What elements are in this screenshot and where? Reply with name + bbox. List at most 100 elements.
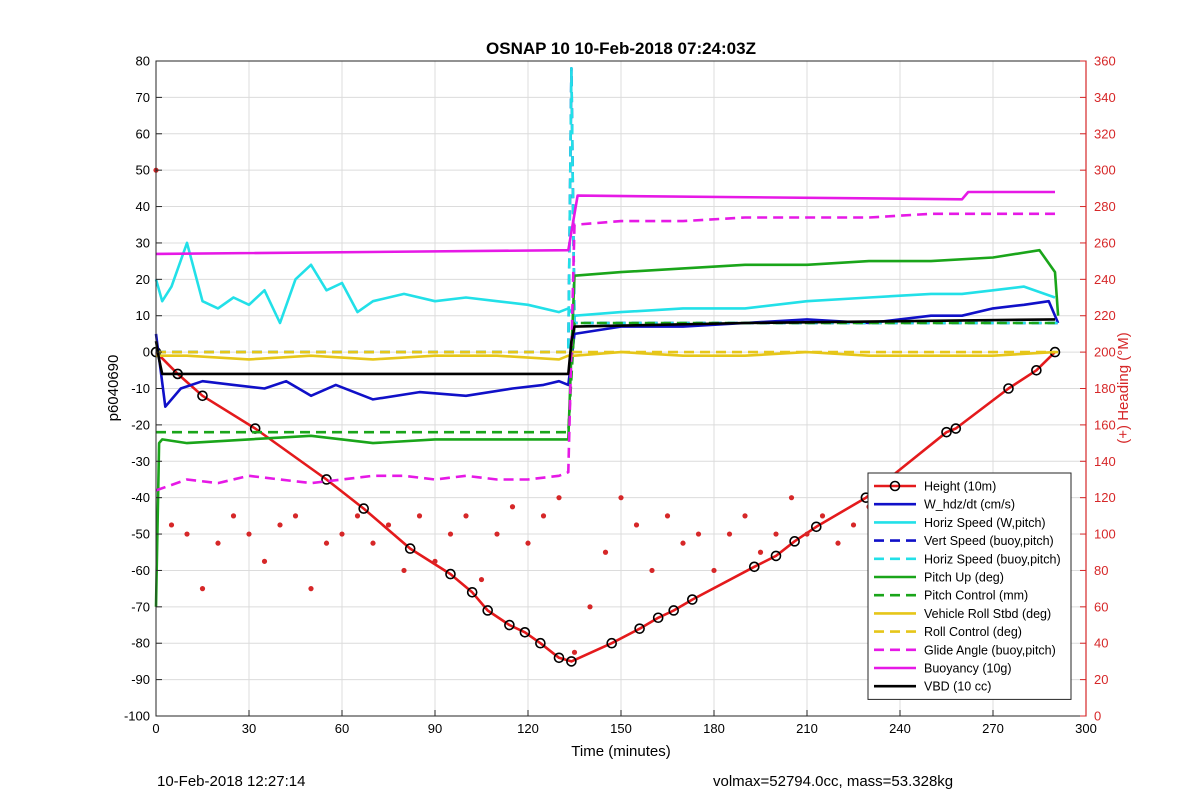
heading-point: [804, 531, 810, 537]
y-tick-label: -60: [131, 563, 150, 578]
height-marker: [810, 521, 822, 533]
height-marker: [404, 543, 416, 554]
heading-point: [850, 522, 857, 528]
heading-point: [199, 586, 206, 592]
heading-point: [618, 495, 624, 501]
height-marker: [668, 605, 680, 616]
y2-tick-label: 260: [1094, 235, 1116, 250]
footer-timestamp: 10-Feb-2018 12:27:14: [157, 773, 306, 790]
series-line-glide-angle-buoy-pitch-: [155, 212, 1055, 492]
heading-point: [168, 522, 175, 528]
heading-point: [401, 567, 407, 574]
y-tick-label: -80: [131, 636, 150, 651]
legend-label: Height (10m): [924, 480, 996, 494]
y-tick-label: 40: [136, 199, 150, 214]
legend-label: Roll Control (deg): [924, 625, 1022, 639]
series-line-horiz-speed-w-pitch-: [154, 241, 1056, 325]
y2-axis-title: (+) Heading (°M): [1115, 332, 1132, 443]
y2-tick-label: 280: [1094, 199, 1116, 214]
heading-point: [726, 531, 733, 537]
height-marker: [535, 637, 546, 649]
height-marker: [770, 550, 782, 562]
heading-point: [788, 495, 795, 501]
height-marker: [1003, 383, 1014, 394]
y-tick-label: -30: [131, 454, 150, 469]
heading-point: [261, 558, 268, 564]
y-tick-label: -10: [131, 381, 150, 396]
y-tick-label: -70: [131, 599, 150, 614]
legend-label: Horiz Speed (W,pitch): [924, 516, 1046, 530]
heading-point: [292, 513, 299, 519]
height-marker: [445, 568, 456, 580]
legend-label: Pitch Control (mm): [924, 589, 1028, 603]
heading-point: [230, 513, 237, 519]
series-line-horiz-speed-buoy-pitch-: [156, 67, 1059, 354]
heading-point: [184, 531, 190, 537]
series-line-w-hdz-dt-cm-s-: [154, 299, 1060, 409]
x-tick-label: 180: [703, 721, 725, 736]
y2-tick-label: 120: [1094, 490, 1116, 505]
y2-tick-label: 100: [1094, 527, 1116, 542]
y-tick-label: 60: [136, 126, 150, 141]
height-marker: [748, 561, 760, 573]
axes: 0 30 60 90 120 150 180 210 240 270 300-100-90-80-7…: [124, 54, 1116, 737]
heading-point: [633, 522, 640, 528]
series-line-buoyancy-10g-: [155, 190, 1055, 256]
y2-tick-label: 340: [1094, 90, 1116, 105]
chart-title: OSNAP 10 10-Feb-2018 07:24:03Z: [486, 39, 756, 58]
height-marker: [1031, 365, 1042, 376]
legend-label: Buoyancy (10g): [924, 662, 1012, 676]
y2-tick-label: 80: [1094, 563, 1108, 578]
x-tick-label: 210: [796, 721, 818, 736]
x-tick-label: 30: [242, 721, 256, 736]
y2-tick-label: 20: [1094, 672, 1108, 687]
y-tick-label: -50: [131, 527, 150, 542]
heading-point: [540, 513, 547, 519]
y-tick-label: 70: [136, 90, 150, 105]
heading-point: [277, 522, 283, 528]
legend-label: Glide Angle (buoy,pitch): [924, 643, 1056, 657]
y2-tick-label: 140: [1094, 454, 1116, 469]
y-tick-label: -20: [131, 417, 150, 432]
x-tick-label: 300: [1075, 721, 1097, 736]
heading-point: [323, 540, 330, 546]
y-tick-label: 20: [136, 272, 150, 287]
height-marker: [566, 656, 577, 667]
legend: Height (10m) W_hdz/dt (cm/s) Horiz Speed (…: [867, 472, 1072, 700]
heading-point: [509, 504, 516, 510]
y-tick-label: 10: [136, 308, 150, 323]
x-tick-label: 240: [889, 721, 911, 736]
heading-point: [370, 540, 376, 546]
heading-point: [680, 540, 686, 546]
heading-point: [742, 513, 748, 519]
height-marker: [466, 586, 478, 598]
y2-tick-label: 360: [1094, 54, 1116, 69]
heading-point: [571, 649, 578, 655]
heading-point: [819, 513, 826, 519]
y2-tick-label: 0: [1094, 709, 1101, 724]
y-tick-label: 50: [136, 163, 150, 178]
heading-point: [447, 531, 454, 537]
heading-point: [463, 513, 469, 519]
footer-summary: volmax=52794.0cc, mass=53.328kg: [713, 773, 954, 790]
height-marker: [504, 619, 515, 631]
y2-tick-label: 160: [1094, 417, 1116, 432]
height-marker: [652, 612, 664, 624]
y-tick-label: 0: [143, 345, 150, 360]
height-marker: [950, 423, 962, 434]
height-marker: [789, 536, 800, 547]
heading-point: [602, 549, 609, 555]
heading-point: [416, 513, 423, 519]
height-marker: [634, 623, 645, 634]
x-axis-title: Time (minutes): [571, 743, 670, 760]
legend-label: VBD (10 cc): [924, 680, 991, 694]
y-tick-label: -40: [131, 490, 150, 505]
heading-point: [757, 549, 764, 555]
heading-point: [339, 531, 345, 537]
height-marker: [482, 605, 494, 616]
x-tick-label: 60: [335, 721, 349, 736]
y2-tick-label: 200: [1094, 345, 1116, 360]
y-tick-label: -90: [131, 672, 150, 687]
series-line-vbd-10-cc-: [154, 318, 1056, 376]
